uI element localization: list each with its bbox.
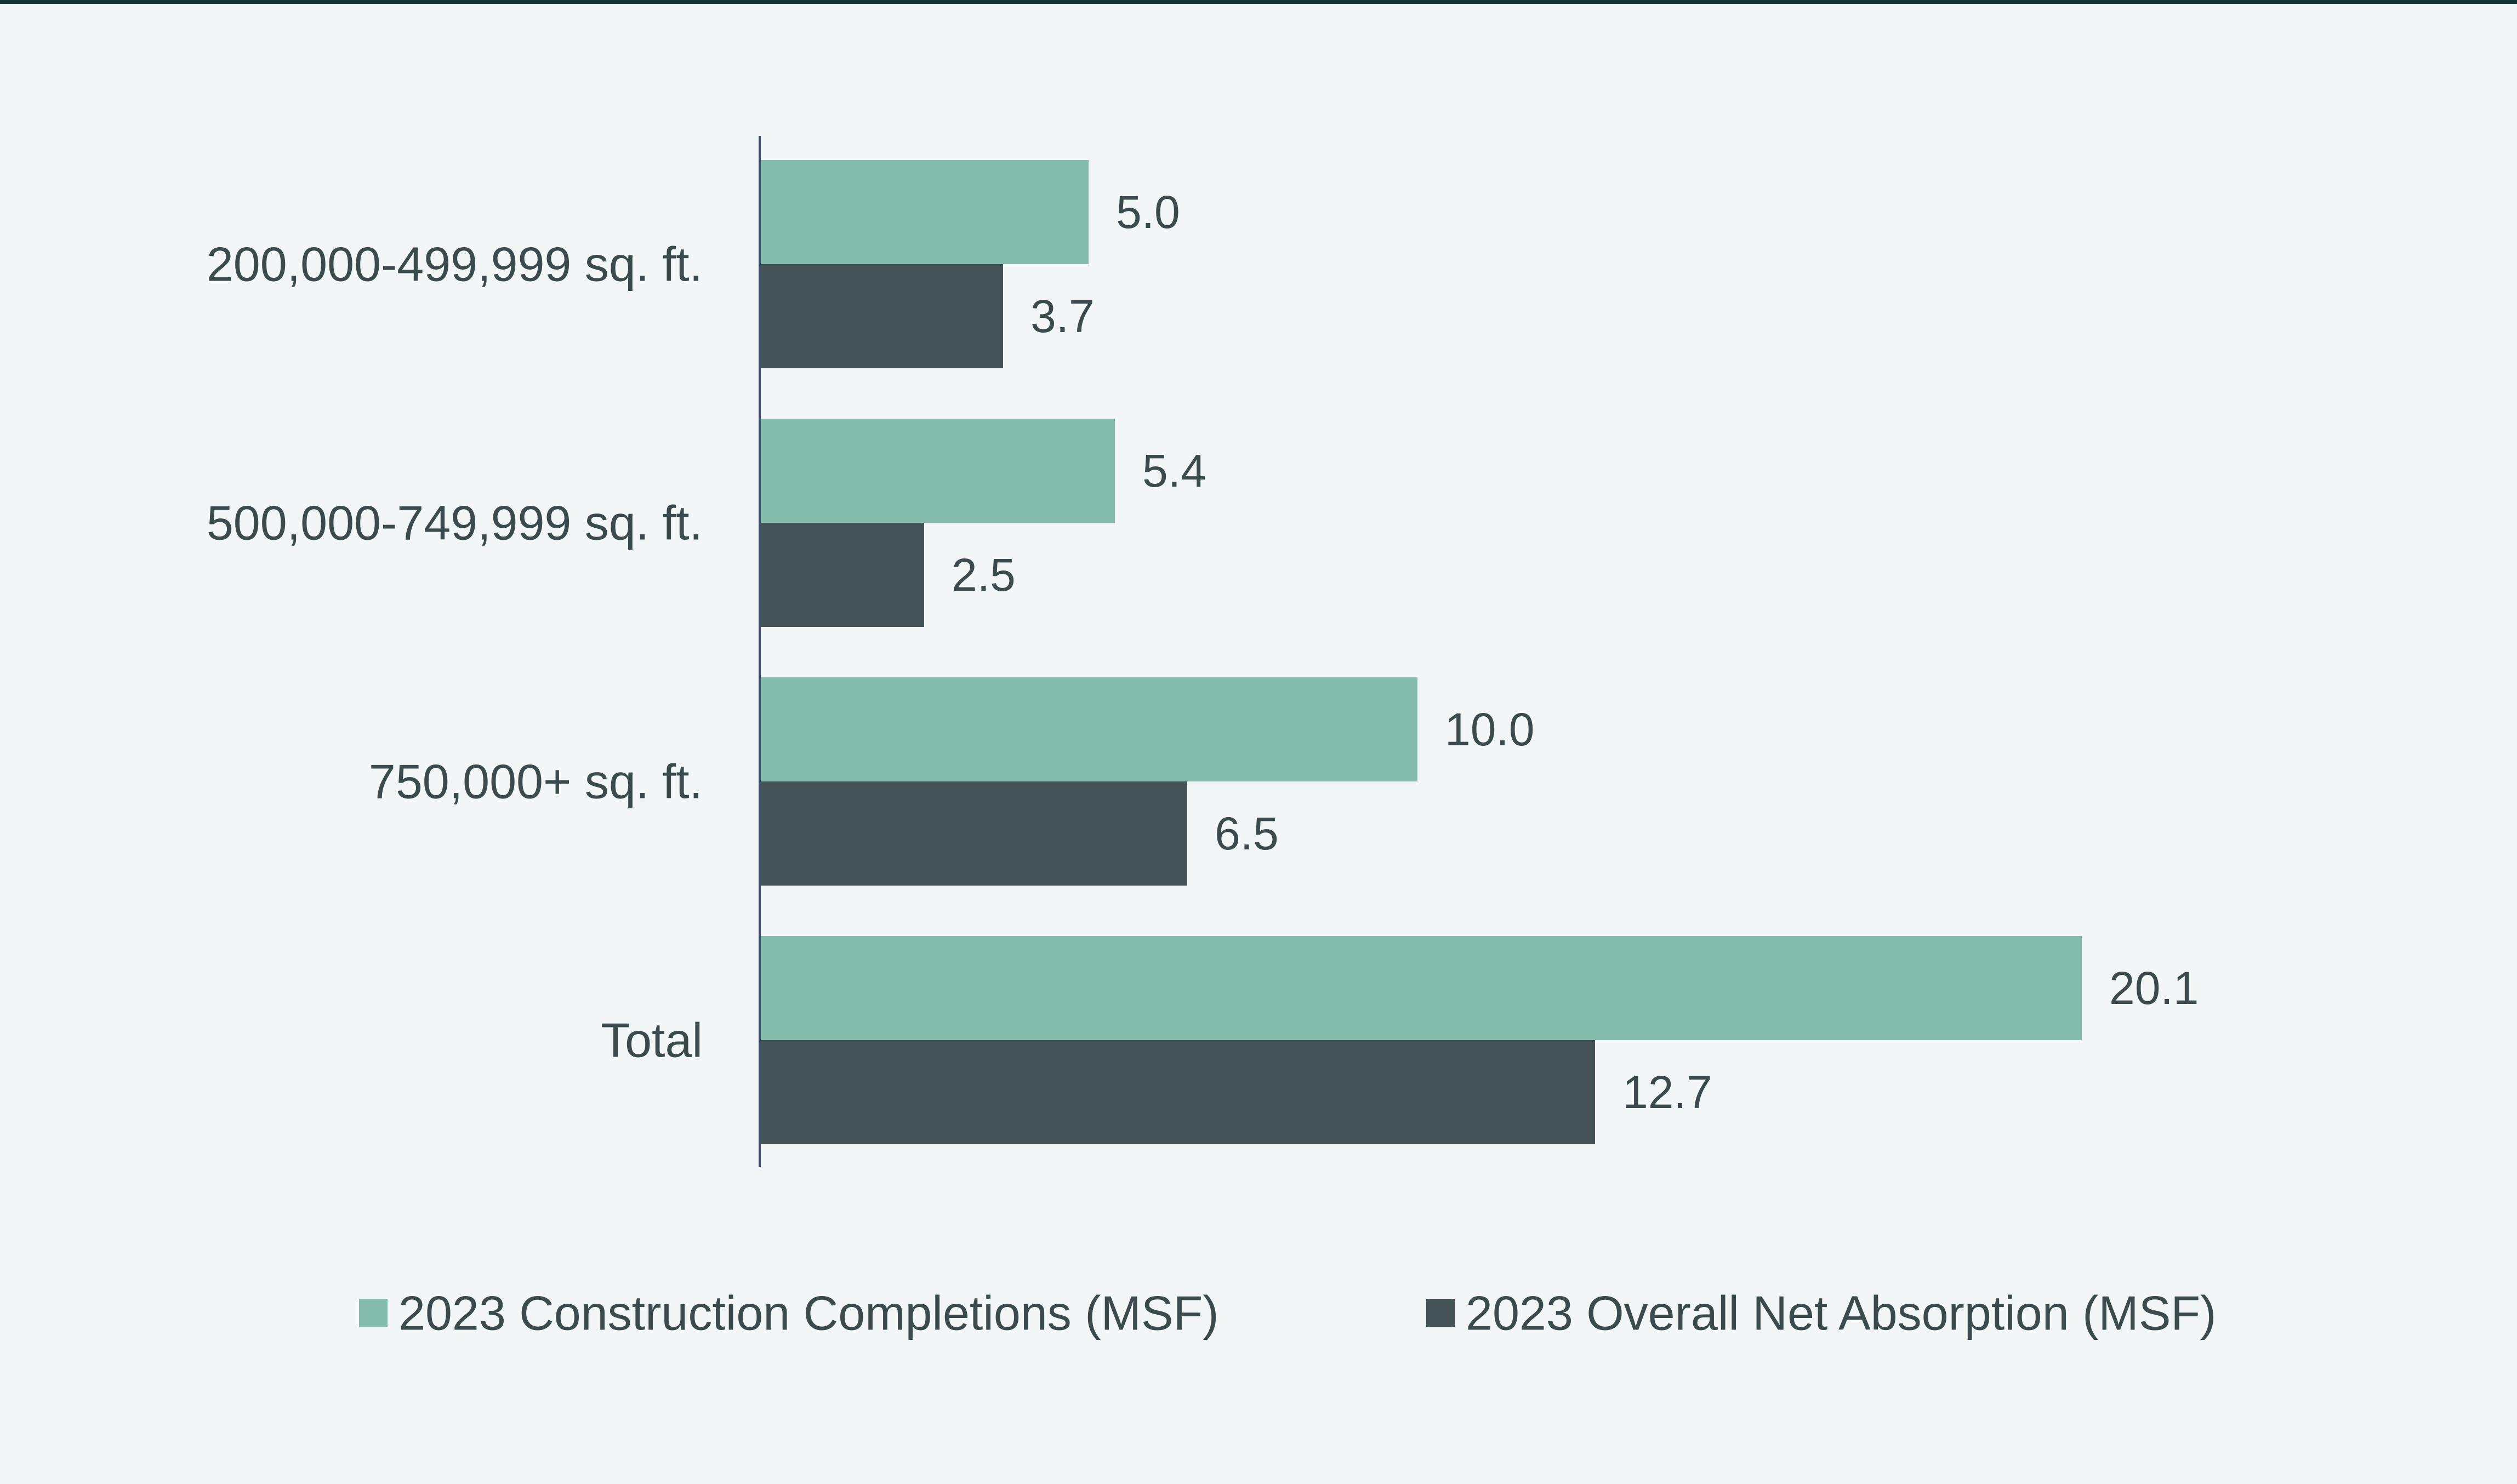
bar-net-absorption	[760, 781, 1187, 886]
data-label: 12.7	[1622, 1066, 1712, 1118]
category-label: 500,000-749,999 sq. ft.	[207, 496, 703, 550]
category-label: 200,000-499,999 sq. ft.	[207, 237, 703, 292]
legend: 2023 Construction Completions (MSF) 2023 …	[359, 1286, 2216, 1340]
data-label: 10.0	[1445, 704, 1535, 755]
bar-construction-completions	[760, 160, 1089, 264]
bar-construction-completions	[760, 936, 2082, 1040]
top-rule	[0, 0, 2517, 4]
legend-swatch-construction-completions	[359, 1299, 388, 1327]
legend-label: 2023 Overall Net Absorption (MSF)	[1466, 1286, 2216, 1340]
category-label: Total	[601, 1013, 703, 1068]
bar-net-absorption	[760, 264, 1003, 368]
bar-net-absorption	[760, 1040, 1595, 1144]
data-label: 5.0	[1116, 186, 1180, 238]
bar-net-absorption	[760, 523, 924, 627]
labels-layer: 200,000-499,999 sq. ft. 5.0 3.7 500,000-749…	[207, 186, 2199, 1118]
data-label: 6.5	[1215, 808, 1279, 859]
bar-construction-completions	[760, 419, 1115, 523]
bar-construction-completions	[760, 677, 1417, 781]
category-label: 750,000+ sq. ft.	[369, 755, 703, 809]
legend-label: 2023 Construction Completions (MSF)	[398, 1286, 1219, 1340]
bars-layer	[760, 160, 2082, 1144]
data-label: 3.7	[1030, 290, 1095, 342]
data-label: 5.4	[1142, 445, 1206, 496]
legend-swatch-net-absorption	[1426, 1299, 1455, 1327]
data-label: 20.1	[2109, 962, 2199, 1014]
data-label: 2.5	[952, 549, 1016, 601]
